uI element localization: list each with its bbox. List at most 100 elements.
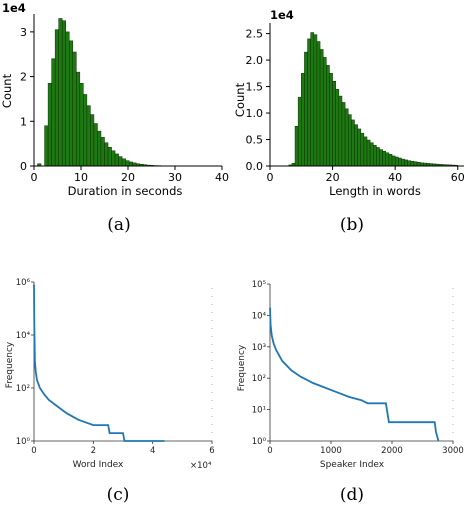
x-axis-label-d: Speaker Index bbox=[320, 460, 385, 470]
histogram-bar-a bbox=[61, 20, 66, 167]
histogram-bar-b bbox=[307, 38, 311, 167]
y-tick-label-c: 10² bbox=[16, 384, 30, 394]
histogram-bar-b bbox=[388, 154, 393, 167]
histogram-bar-b bbox=[294, 126, 299, 167]
x-tick-label-d: 3000 bbox=[442, 446, 464, 456]
histogram-bar-b bbox=[304, 51, 308, 167]
histogram-bar-a bbox=[104, 142, 109, 167]
histogram-bar-b bbox=[366, 139, 371, 167]
y-axis-label-a: Count bbox=[0, 73, 14, 108]
x-tick-label-b: 60 bbox=[451, 171, 465, 184]
histogram-bar-b bbox=[410, 160, 415, 167]
histogram-bar-a bbox=[76, 71, 81, 167]
histogram-bar-a bbox=[114, 153, 119, 167]
histogram-bar-a bbox=[79, 83, 84, 167]
y-tick-label-a: 1 bbox=[20, 115, 27, 128]
line-d bbox=[269, 307, 440, 442]
x-tick-label-a: 0 bbox=[31, 171, 38, 184]
line-c bbox=[33, 284, 165, 442]
y-tick-label-a: 2 bbox=[20, 71, 27, 84]
histogram-bar-b bbox=[404, 159, 408, 167]
histogram-bar-b bbox=[416, 162, 421, 167]
histogram-bar-b bbox=[391, 155, 396, 167]
histogram-bar-a bbox=[125, 160, 130, 167]
histogram-bar-b bbox=[407, 160, 412, 167]
y-tick-label-b: 2.5 bbox=[246, 28, 264, 41]
y-tick-label-d: 10⁵ bbox=[252, 280, 266, 290]
histogram-bar-b bbox=[335, 88, 340, 167]
y-axis-label-b: Count bbox=[233, 82, 247, 117]
histogram-bar-b bbox=[344, 108, 349, 167]
x-tick-label-a: 10 bbox=[74, 171, 88, 184]
y-tick-label-b: 2.0 bbox=[246, 54, 264, 67]
histogram-bar-b bbox=[369, 142, 374, 167]
y-axis-label-d: Frequency bbox=[237, 344, 247, 391]
histogram-bar-a bbox=[118, 156, 123, 167]
histogram-bar-b bbox=[329, 73, 333, 167]
histogram-bar-b bbox=[322, 57, 327, 167]
histogram-bar-b bbox=[401, 158, 405, 167]
histogram-bar-a bbox=[72, 51, 77, 167]
histogram-bar-a bbox=[58, 18, 63, 167]
axes-a: 0 10 20 30 40 0 1 2 3 bbox=[20, 14, 229, 184]
histogram-bar-a bbox=[93, 123, 98, 167]
histogram-bar-a bbox=[128, 161, 133, 167]
histogram-bar-b bbox=[357, 128, 361, 167]
histogram-bar-a bbox=[83, 94, 88, 167]
y-tick-label-d: 10¹ bbox=[252, 406, 266, 416]
histogram-bar-b bbox=[301, 73, 305, 167]
y-tick-label-d: 10³ bbox=[252, 343, 266, 353]
histogram-bar-b bbox=[319, 49, 324, 167]
histogram-bar-b bbox=[341, 102, 346, 167]
x-tick-label-a: 40 bbox=[215, 171, 229, 184]
x-multiplier-c: ×10⁴ bbox=[190, 461, 212, 471]
histogram-bar-a bbox=[121, 158, 126, 167]
x-tick-label-b: 0 bbox=[267, 171, 274, 184]
histogram-bar-b bbox=[297, 96, 302, 167]
histogram-bar-b bbox=[347, 114, 352, 167]
histogram-bar-b bbox=[351, 119, 355, 167]
axes-b: 0 20 40 60 0.0 0.5 1.0 1.5 2.0 2.5 bbox=[246, 23, 465, 184]
axes-d: 0 1000 2000 3000 10⁰ 10¹ 10² 10³ 10⁴ 10⁵ bbox=[252, 280, 464, 456]
panel-label-a: (a) bbox=[107, 215, 130, 235]
x-axis-label-b: Length in words bbox=[329, 184, 421, 198]
y-tick-label-c: 10⁶ bbox=[16, 278, 31, 288]
histogram-bar-b bbox=[376, 147, 380, 167]
histogram-bar-b bbox=[413, 161, 418, 167]
panel-label-d: (d) bbox=[340, 485, 364, 505]
x-tick-label-c: 6 bbox=[209, 446, 214, 456]
histogram-bar-b bbox=[398, 157, 402, 167]
histogram-bar-a bbox=[65, 31, 70, 167]
histogram-bar-a bbox=[86, 105, 91, 167]
x-tick-label-c: 4 bbox=[150, 446, 155, 456]
y-tick-label-b: 0.0 bbox=[246, 160, 264, 173]
y-tick-label-a: 3 bbox=[20, 26, 27, 39]
y-tick-label-d: 10² bbox=[252, 374, 266, 384]
histogram-bar-b bbox=[326, 65, 330, 167]
x-tick-label-b: 20 bbox=[326, 171, 340, 184]
x-tick-label-b: 40 bbox=[388, 171, 402, 184]
x-tick-label-c: 0 bbox=[31, 446, 36, 456]
histogram-bar-b bbox=[316, 41, 321, 167]
x-tick-label-d: 1000 bbox=[320, 446, 342, 456]
x-axis-label-a: Duration in seconds bbox=[68, 184, 183, 198]
x-tick-label-c: 2 bbox=[91, 446, 96, 456]
histogram-bar-a bbox=[107, 146, 112, 167]
axes-c: 0 2 4 6 10⁰ 10² 10⁴ 10⁶ bbox=[16, 278, 215, 456]
histogram-bar-a bbox=[90, 114, 95, 167]
histogram-bar-a bbox=[97, 130, 102, 167]
histogram-bar-a bbox=[51, 58, 56, 167]
x-tick-label-d: 2000 bbox=[381, 446, 403, 456]
histogram-bar-a bbox=[47, 83, 52, 167]
bars-b bbox=[288, 32, 458, 167]
histogram-bar-b bbox=[379, 149, 383, 167]
y-tick-label-b: 1.5 bbox=[246, 81, 264, 94]
y-tick-label-d: 10⁴ bbox=[252, 311, 267, 321]
histogram-bar-a bbox=[111, 150, 116, 167]
histogram-bar-a bbox=[54, 29, 59, 167]
histogram-bar-a bbox=[44, 125, 49, 167]
x-axis-label-c: Word Index bbox=[73, 460, 124, 470]
y-tick-label-b: 1.0 bbox=[246, 107, 264, 120]
y-multiplier-b: 1e4 bbox=[270, 8, 294, 22]
